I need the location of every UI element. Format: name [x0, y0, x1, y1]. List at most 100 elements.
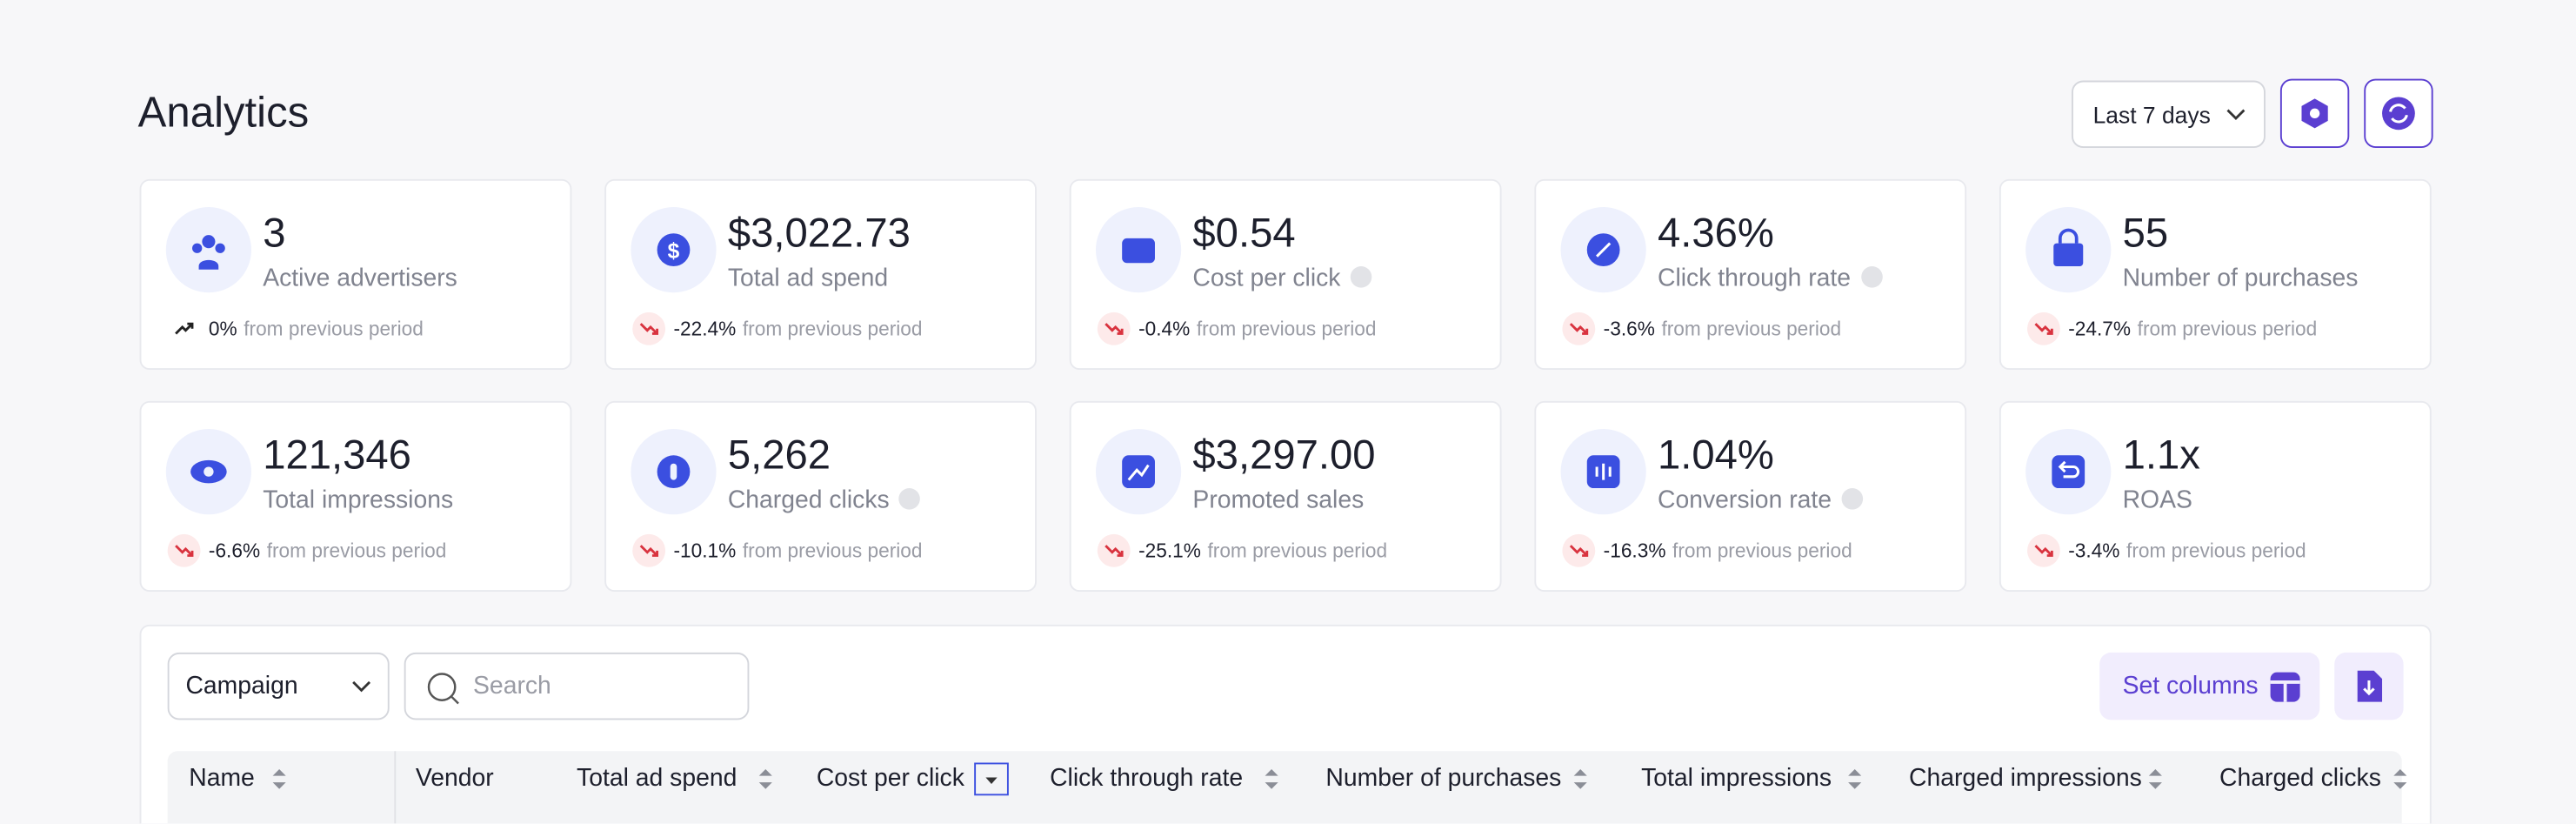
metric-change: -24.7% from previous period — [2027, 312, 2317, 345]
trend-arrow — [639, 323, 659, 335]
range-select[interactable]: Last 7 days — [2072, 80, 2266, 149]
page-title: Analytics — [137, 87, 310, 137]
info-icon[interactable] — [1860, 266, 1882, 288]
metric-label-text: Total ad spend — [727, 265, 889, 293]
change-suffix: from previous period — [1672, 539, 1852, 563]
metric-value: 5,262 — [727, 432, 831, 479]
metric-card: 55 Number of purchases -24.7% from previous… — [1999, 178, 2432, 371]
metric-card: $3,297.00 Promoted sales -25.1% from previo… — [1069, 400, 1502, 593]
metric-icon — [1560, 207, 1646, 293]
metric-card: 1.04% Conversion rate -16.3% from previous … — [1534, 400, 1967, 593]
metric-change: -25.1% from previous period — [1097, 533, 1387, 567]
column-header[interactable]: Click through rate — [1050, 764, 1244, 793]
sort-icon — [1572, 766, 1589, 801]
metric-card: $ $3,022.73 Total ad spend -22.4% from previ… — [604, 178, 1037, 371]
trend-arrow — [175, 322, 194, 335]
trend-badge — [2027, 312, 2060, 345]
icon-glyph — [657, 455, 691, 489]
trend-badge — [1562, 312, 1596, 345]
range-text: Last 7 days — [2092, 101, 2211, 128]
sort-arrows — [1265, 769, 1278, 789]
column-header[interactable]: Total ad spend — [577, 764, 737, 793]
settings-button[interactable] — [2279, 78, 2350, 149]
change-value: -25.1% — [1138, 539, 1201, 563]
metric-change: -22.4% from previous period — [632, 312, 923, 345]
metric-label: Promoted sales — [1192, 486, 1364, 514]
metric-value: $3,022.73 — [727, 210, 911, 257]
change-value: -10.1% — [673, 539, 737, 563]
metric-label-text: Promoted sales — [1192, 486, 1365, 515]
metric-icon — [165, 429, 252, 515]
trend-arrow — [175, 545, 194, 557]
metric-change: -6.6% from previous period — [167, 533, 447, 567]
trend-badge — [632, 533, 666, 567]
trend-arrow — [1569, 323, 1589, 335]
change-value: -6.6% — [208, 539, 261, 563]
metric-icon — [1095, 207, 1182, 293]
info-icon[interactable] — [898, 488, 921, 510]
icon-glyph — [1122, 238, 1155, 264]
change-suffix: from previous period — [266, 539, 447, 563]
metric-value: 121,346 — [263, 432, 411, 479]
metric-label: Number of purchases — [2123, 265, 2359, 292]
column-header[interactable]: Total impressions — [1641, 764, 1832, 793]
settings-icon — [2301, 98, 2328, 129]
group-select[interactable]: Campaign — [167, 652, 390, 720]
metric-label-text: Active advertisers — [263, 265, 457, 293]
change-suffix: from previous period — [1196, 317, 1377, 341]
metric-value: $3,297.00 — [1192, 432, 1376, 479]
change-suffix: from previous period — [742, 539, 923, 563]
change-suffix: from previous period — [1661, 317, 1842, 341]
metric-label: Conversion rate — [1658, 486, 1863, 514]
metric-change: -3.4% from previous period — [2027, 533, 2306, 567]
trend-badge — [167, 533, 201, 567]
icon-glyph: $ — [657, 233, 691, 267]
info-icon[interactable] — [1841, 488, 1863, 510]
search-icon — [427, 673, 459, 705]
column-header[interactable]: Cost per click — [816, 764, 964, 793]
sort-dropdown — [974, 762, 1009, 796]
change-value: 0% — [208, 317, 237, 341]
metric-label: Total impressions — [263, 486, 453, 514]
change-value: -3.6% — [1603, 317, 1655, 341]
metric-label: Cost per click — [1192, 265, 1372, 292]
column-header[interactable]: Charged impressions — [1909, 764, 2142, 793]
refresh-button[interactable] — [2364, 78, 2433, 149]
metric-card: 1.1x ROAS -3.4% from previous period — [1999, 400, 2432, 593]
sort-arrows — [272, 769, 286, 789]
icon-glyph — [1586, 455, 1620, 489]
change-suffix: from previous period — [2126, 539, 2306, 563]
column-header[interactable]: Vendor — [415, 764, 494, 793]
metric-card: 5,262 Charged clicks -10.1% from previous p… — [604, 400, 1037, 593]
export-button[interactable] — [2334, 652, 2404, 720]
metric-value: 1.04% — [1658, 432, 1774, 479]
caret — [985, 777, 998, 785]
trend-badge — [1562, 533, 1596, 567]
sort-arrows — [2148, 769, 2162, 789]
search-input[interactable]: Search — [404, 652, 750, 720]
icon-glyph — [1122, 455, 1155, 489]
set-columns-button[interactable]: Set columns — [2099, 652, 2320, 720]
icon-glyph — [2052, 455, 2085, 489]
column-header[interactable]: Number of purchases — [1325, 764, 1562, 793]
change-value: -24.7% — [2068, 317, 2132, 341]
metric-value: $0.54 — [1192, 210, 1296, 257]
metric-label-text: ROAS — [2122, 486, 2192, 515]
metric-icon — [2025, 429, 2112, 515]
metric-card: $0.54 Cost per click -0.4% from previous pe… — [1069, 178, 1502, 371]
metric-label: Active advertisers — [263, 265, 457, 292]
metric-icon — [1095, 429, 1182, 515]
sort-icon — [1846, 766, 1863, 801]
column-header[interactable]: Charged clicks — [2219, 764, 2381, 793]
column-header[interactable]: Name — [189, 764, 255, 793]
trend-badge — [632, 312, 666, 345]
metric-icon — [165, 207, 252, 293]
info-icon[interactable] — [1350, 266, 1372, 288]
table-header — [167, 751, 2402, 824]
metric-label-text: Click through rate — [1658, 265, 1852, 293]
metric-value: 1.1x — [2122, 432, 2200, 479]
metric-label-text: Conversion rate — [1658, 486, 1832, 515]
group-text: Campaign — [185, 672, 298, 700]
